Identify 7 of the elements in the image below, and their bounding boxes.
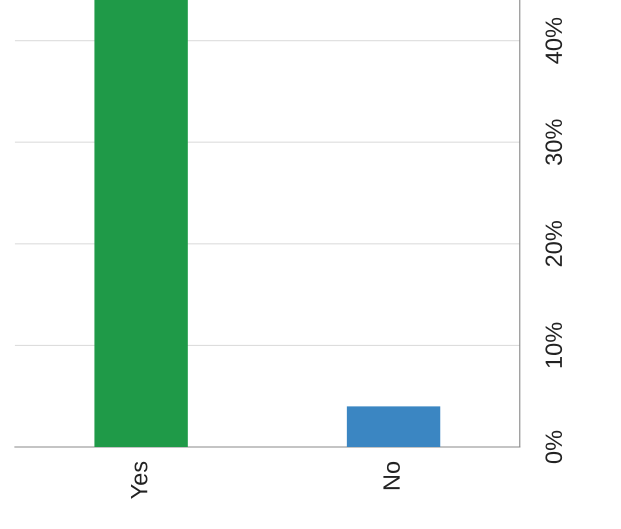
y-tick-label: 40% [545, 18, 562, 64]
y-tick-label: 30% [545, 119, 562, 165]
y-tick-label: 20% [545, 221, 562, 266]
y-tick-label: 0% [545, 430, 562, 464]
x-tick-label: Yes [130, 462, 148, 499]
x-tick-label: No [383, 462, 400, 490]
y-tick-label: 10% [545, 322, 562, 368]
